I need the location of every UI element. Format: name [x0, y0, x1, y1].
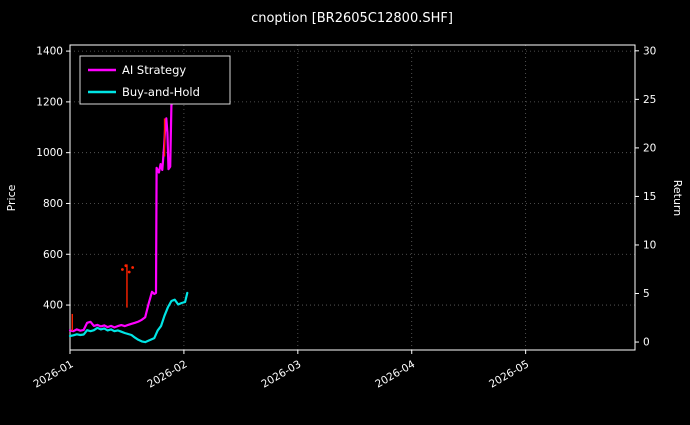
return-tick-label: 15: [643, 191, 656, 203]
price-tick-label: 400: [43, 300, 63, 312]
line-ai-strategy: [68, 88, 189, 333]
date-tick-label: 2026-04: [373, 358, 417, 390]
price-tick-label: 600: [43, 249, 63, 261]
return-tick-label: 30: [643, 45, 656, 57]
plot-border: [69, 44, 636, 351]
legend-box: [79, 55, 231, 105]
plot-area: [69, 44, 636, 351]
chart-title: cnoption [BR2605C12800.SHF]: [251, 11, 453, 26]
return-axis-label: Return: [671, 180, 684, 217]
trade-mark-dot: [127, 270, 131, 274]
price-tick-label: 1000: [36, 147, 63, 159]
return-tick-label: 0: [643, 337, 650, 349]
date-tick-label: 2026-01: [32, 358, 76, 390]
return-tick-label: 10: [643, 239, 656, 251]
return-tick-label: 5: [643, 288, 650, 300]
legend: AI Strategy Buy-and-Hold: [79, 55, 231, 105]
legend-label-ai-strategy: AI Strategy: [122, 63, 186, 77]
series-lines: [68, 88, 189, 344]
price-tick-label: 1400: [36, 46, 63, 58]
price-tick-label: 800: [43, 198, 63, 210]
date-tick-label: 2026-02: [145, 358, 189, 390]
price-axis-label: Price: [5, 184, 18, 211]
line-buy-and-hold: [68, 291, 189, 344]
date-tick-label: 2026-03: [259, 358, 303, 390]
trade-mark-dot: [124, 264, 128, 268]
price-tick-label: 1200: [36, 96, 63, 108]
date-tick-label: 2026-05: [487, 358, 531, 390]
return-tick-label: 20: [643, 142, 656, 154]
legend-label-buy-and-hold: Buy-and-Hold: [122, 85, 200, 99]
event-marks: [71, 118, 166, 331]
trade-mark-dot: [131, 266, 135, 269]
return-tick-label: 25: [643, 94, 656, 106]
trade-mark-dot: [120, 268, 124, 271]
